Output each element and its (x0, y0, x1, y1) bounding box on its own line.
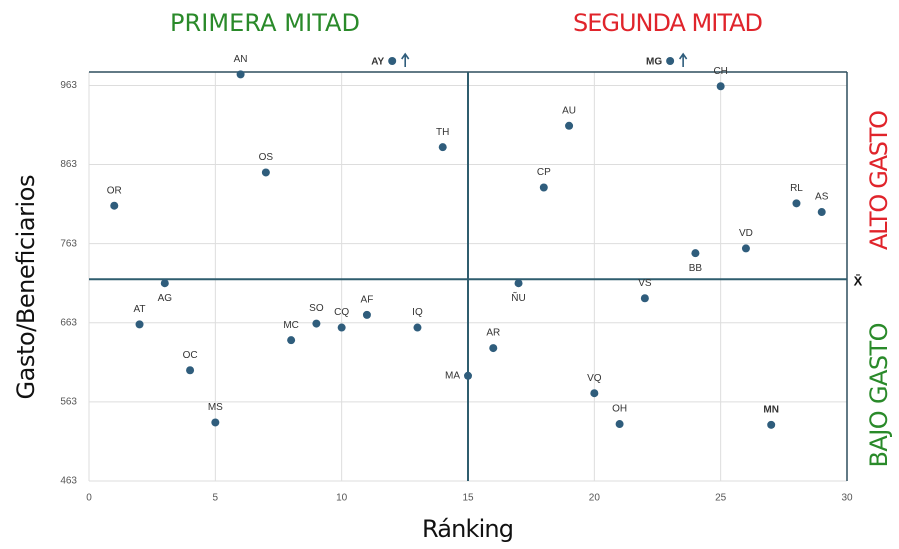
point (691, 249, 700, 258)
y-tick-label: 963 (60, 80, 77, 91)
off-chart-label: AY (371, 57, 384, 68)
point-label: IQ (412, 307, 423, 318)
point-label: MC (283, 320, 299, 331)
point (160, 279, 169, 288)
point (792, 199, 801, 208)
x-tick-label: 30 (841, 493, 853, 504)
point-label: AT (134, 304, 146, 315)
point (261, 168, 270, 177)
off-chart-point (666, 57, 675, 65)
point (211, 418, 220, 427)
point (615, 420, 624, 429)
point-label: CH (713, 66, 727, 77)
point-label: AN (234, 54, 248, 65)
point (236, 70, 245, 79)
point-label: MS (208, 402, 223, 413)
x-tick-label: 25 (715, 493, 727, 504)
up-arrow (401, 52, 410, 67)
point (489, 344, 498, 353)
quadrant-bottom-title: BAJO GASTO (865, 323, 893, 468)
point-label: BB (689, 263, 703, 274)
point-label: TH (436, 127, 449, 138)
y-tick-label: 763 (60, 238, 77, 249)
point-label: VD (739, 228, 753, 239)
x-tick-label: 15 (462, 493, 474, 504)
y-tick-label: 563 (60, 397, 77, 408)
y-tick-label: 863 (60, 159, 77, 170)
point-label: MN (763, 404, 779, 415)
up-arrow (678, 52, 688, 67)
point-label: AG (158, 293, 173, 304)
off-chart-point (388, 57, 397, 65)
point-label: VS (638, 278, 652, 289)
point-label: OR (107, 185, 122, 196)
point-label: CP (537, 167, 551, 178)
point-label: OS (259, 152, 274, 163)
point (337, 323, 346, 332)
point (640, 294, 649, 303)
point (287, 336, 296, 345)
point-label: ÑU (511, 291, 525, 304)
point (135, 320, 144, 329)
point-label: VQ (587, 373, 602, 384)
point (464, 371, 472, 380)
point-label: SO (309, 303, 324, 314)
quadrant-top-title: ALTO GASTO (865, 110, 893, 250)
point-label: RL (790, 183, 803, 194)
mean-label: X̄ (854, 274, 863, 289)
y-axis-label: Gasto/Beneficiarios (12, 175, 40, 400)
point (514, 279, 523, 288)
point (741, 244, 750, 253)
point-label: MA (445, 370, 460, 381)
x-axis-label: Ránking (422, 515, 514, 543)
x-tick-label: 5 (213, 493, 219, 504)
point (312, 319, 321, 328)
off-chart-label: MG (646, 57, 662, 68)
point (539, 183, 548, 192)
x-tick-label: 10 (336, 493, 348, 504)
point-label: AR (486, 328, 500, 339)
point-label: AF (361, 295, 374, 306)
point-label: OH (612, 404, 627, 415)
quadrant-left-title: PRIMERA MITAD (170, 9, 360, 37)
point-label: AU (562, 105, 576, 116)
point (565, 121, 574, 130)
point-label: AS (815, 192, 829, 203)
point (590, 389, 599, 398)
point (186, 366, 195, 375)
point (110, 201, 119, 210)
x-tick-label: 20 (589, 493, 601, 504)
quadrant-right-title: SEGUNDA MITAD (573, 9, 763, 37)
x-tick-label: 0 (86, 493, 92, 504)
point-label: CQ (334, 307, 349, 318)
point (716, 82, 725, 91)
y-tick-label: 463 (60, 476, 77, 487)
point (817, 208, 826, 217)
point-label: OC (183, 350, 198, 361)
point (767, 420, 776, 429)
point (413, 323, 422, 332)
point (362, 310, 371, 319)
y-tick-label: 663 (60, 317, 77, 328)
point (438, 143, 447, 152)
